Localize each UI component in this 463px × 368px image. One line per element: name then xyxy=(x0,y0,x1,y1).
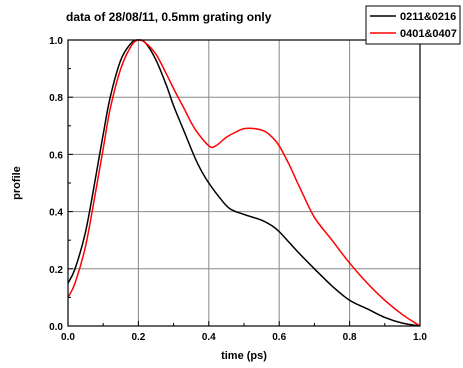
y-tick-label: 0.0 xyxy=(49,322,63,333)
x-tick-label: 0.8 xyxy=(343,332,357,343)
chart-title: data of 28/08/11, 0.5mm grating only xyxy=(66,10,272,24)
x-tick-label: 0.6 xyxy=(272,332,286,343)
tick-labels: 0.0 0.2 0.4 0.6 0.8 1.0 0.0 0.2 0.4 0.6 0.8 1.0 xyxy=(49,36,427,343)
y-tick-label: 0.6 xyxy=(49,150,63,161)
series-layer xyxy=(67,39,421,327)
ticks xyxy=(67,39,421,327)
y-tick-label: 0.8 xyxy=(49,93,63,104)
y-tick-label: 0.4 xyxy=(49,208,63,219)
legend: 0211&0216 0401&0407 xyxy=(365,5,461,45)
x-tick-label: 0.4 xyxy=(202,332,216,343)
x-tick-label: 1.0 xyxy=(413,332,427,343)
x-tick-label: 0.0 xyxy=(61,332,75,343)
legend-label: 0401&0407 xyxy=(400,28,457,40)
legend-box xyxy=(365,5,461,45)
legend-label: 0211&0216 xyxy=(400,11,456,23)
series-line-1 xyxy=(67,39,421,327)
grid xyxy=(68,40,420,326)
series-line-2 xyxy=(67,39,421,327)
y-tick-label: 0.2 xyxy=(49,265,63,276)
x-axis-label: time (ps) xyxy=(221,350,267,362)
y-tick-label: 1.0 xyxy=(49,36,63,47)
y-axis-label: profile xyxy=(11,166,23,200)
x-tick-label: 0.2 xyxy=(131,332,145,343)
